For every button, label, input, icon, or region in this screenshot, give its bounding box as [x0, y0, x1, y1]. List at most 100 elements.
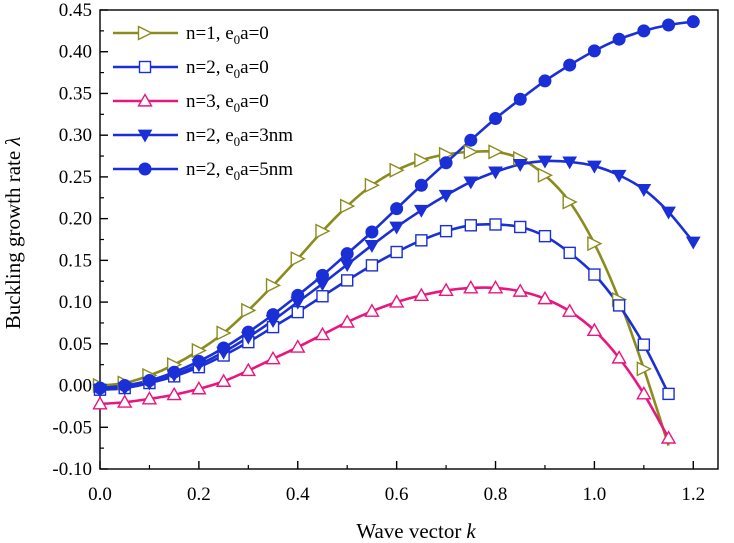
legend-label-sub-0: 0: [234, 32, 241, 47]
series-2-point-10: [339, 314, 355, 328]
series-0-point-5: [216, 325, 232, 341]
series-0-point-18: [537, 167, 554, 183]
series-4-point-21: [612, 32, 626, 46]
series-3-point-13: [413, 204, 429, 218]
legend-entry-0: n=1, e0a=0: [113, 23, 269, 47]
y-tick-label-8: 0.30: [59, 125, 92, 146]
series-2-point-20: [586, 322, 603, 337]
series-2-point-19: [561, 303, 578, 317]
x-tick-label-4: 0.8: [484, 484, 508, 505]
series-1-point-17: [514, 220, 527, 234]
legend-label-1: n=2, e0a=0: [186, 57, 269, 81]
series-0-point-15: [463, 144, 479, 160]
series-0-point-16: [488, 144, 504, 160]
y-tick-label-5: 0.15: [59, 250, 92, 271]
y-tick-label-6: 0.20: [59, 209, 92, 230]
legend-label-sub-2: 0: [234, 100, 241, 115]
series-1-point-9: [316, 290, 329, 303]
series-4-point-23: [662, 18, 676, 32]
y-tick-label-10: 0.40: [59, 42, 92, 63]
series-2-point-8: [290, 339, 306, 353]
x-axis-title: Wave vector k: [356, 519, 476, 543]
series-4-point-1: [118, 379, 132, 393]
y-tick-label-7: 0.25: [59, 167, 92, 188]
y-tick-label-1: -0.05: [52, 417, 92, 438]
y-tick-label-4: 0.10: [59, 292, 92, 313]
x-tick-label-6: 1.2: [681, 484, 705, 505]
legend-label-3: n=2, e0a=3nm: [186, 125, 293, 149]
series-0-point-12: [389, 162, 405, 178]
series-4-point-13: [414, 178, 428, 192]
series-1-point-18: [538, 229, 552, 243]
series-4-point-3: [167, 365, 181, 379]
series-2-point-13: [413, 287, 430, 301]
series-1-point-13: [415, 234, 428, 247]
series-2-point-4: [191, 380, 207, 395]
series-4-point-8: [291, 288, 305, 302]
series-2-point-5: [215, 373, 232, 387]
series-3-point-19: [562, 156, 578, 170]
legend-label-tail-2: a=0: [240, 91, 269, 112]
y-axis-title-text: Buckling growth rate: [1, 151, 25, 329]
series-0-point-11: [364, 177, 380, 193]
series-3-point-22: [636, 184, 652, 197]
x-axis-title-symbol: k: [466, 519, 476, 543]
series-0-point-20: [587, 236, 603, 252]
legend-label-main-3: n=2, e: [186, 125, 234, 146]
series-4-point-18: [538, 74, 552, 88]
series-3-point-16: [488, 166, 503, 180]
series-2-point-18: [537, 290, 553, 305]
series-1-point-19: [563, 246, 576, 260]
series-1-point-10: [341, 274, 354, 287]
series-1-point-21: [612, 299, 626, 312]
series-2-point-0: [92, 395, 108, 410]
series-1-point-12: [390, 245, 403, 259]
series-4-point-20: [587, 44, 601, 58]
series-markers-2: [92, 279, 677, 444]
series-4-point-11: [365, 225, 379, 239]
y-tick-label-0: -0.10: [52, 459, 92, 480]
series-3-point-15: [463, 176, 479, 190]
legend-label-sub-3: 0: [234, 134, 241, 149]
legend-label-tail-4: a=5nm: [240, 159, 293, 180]
axis-tick-labels: 0.0 0.2 0.4 0.6 0.8 1.0 1.2 -0.10 -0.05 0.00 0.05 0…: [52, 0, 705, 505]
series-4-point-15: [464, 133, 478, 147]
series-0-point-7: [265, 277, 282, 294]
series-4-point-14: [439, 156, 453, 170]
series-0-point-8: [290, 251, 306, 267]
series-1-point-14: [439, 224, 453, 238]
series-2-point-1: [117, 394, 133, 408]
series-2-point-22: [636, 385, 652, 400]
series-2-point-23: [660, 430, 677, 444]
series-1-point-11: [365, 259, 379, 272]
series-3-point-14: [438, 189, 454, 203]
series-4-point-24: [686, 15, 700, 29]
series-markers: [92, 15, 701, 444]
series-0-point-19: [562, 194, 578, 210]
series-4-point-10: [340, 247, 354, 261]
legend-swatch-marker-0: [137, 25, 154, 41]
x-axis-title-text: Wave vector: [356, 519, 461, 543]
series-2-point-12: [388, 294, 405, 308]
axis-ticks: [99, 9, 694, 470]
x-tick-label-5: 1.0: [583, 484, 607, 505]
legend-swatch-marker-3: [137, 129, 153, 143]
y-tick-label-2: 0.00: [59, 376, 92, 397]
series-2-point-2: [141, 390, 158, 405]
series-line-2: [99, 286, 670, 439]
series-1-point-22: [637, 338, 651, 351]
series-3-point-18: [537, 155, 553, 169]
series-3-point-21: [611, 169, 627, 183]
legend-entry-4: n=2, e0a=5nm: [113, 159, 293, 183]
series-markers-4: [93, 15, 700, 395]
series-line-0: [99, 149, 670, 447]
series-2-point-7: [265, 350, 281, 365]
series-2-point-17: [512, 283, 528, 297]
series-4-point-19: [563, 58, 577, 72]
legend-label-0: n=1, e0a=0: [186, 23, 269, 47]
series-3-point-17: [512, 159, 528, 172]
series-3-point-24: [685, 236, 701, 250]
legend-swatch-marker-4: [138, 162, 152, 176]
series-3-point-12: [389, 221, 405, 235]
